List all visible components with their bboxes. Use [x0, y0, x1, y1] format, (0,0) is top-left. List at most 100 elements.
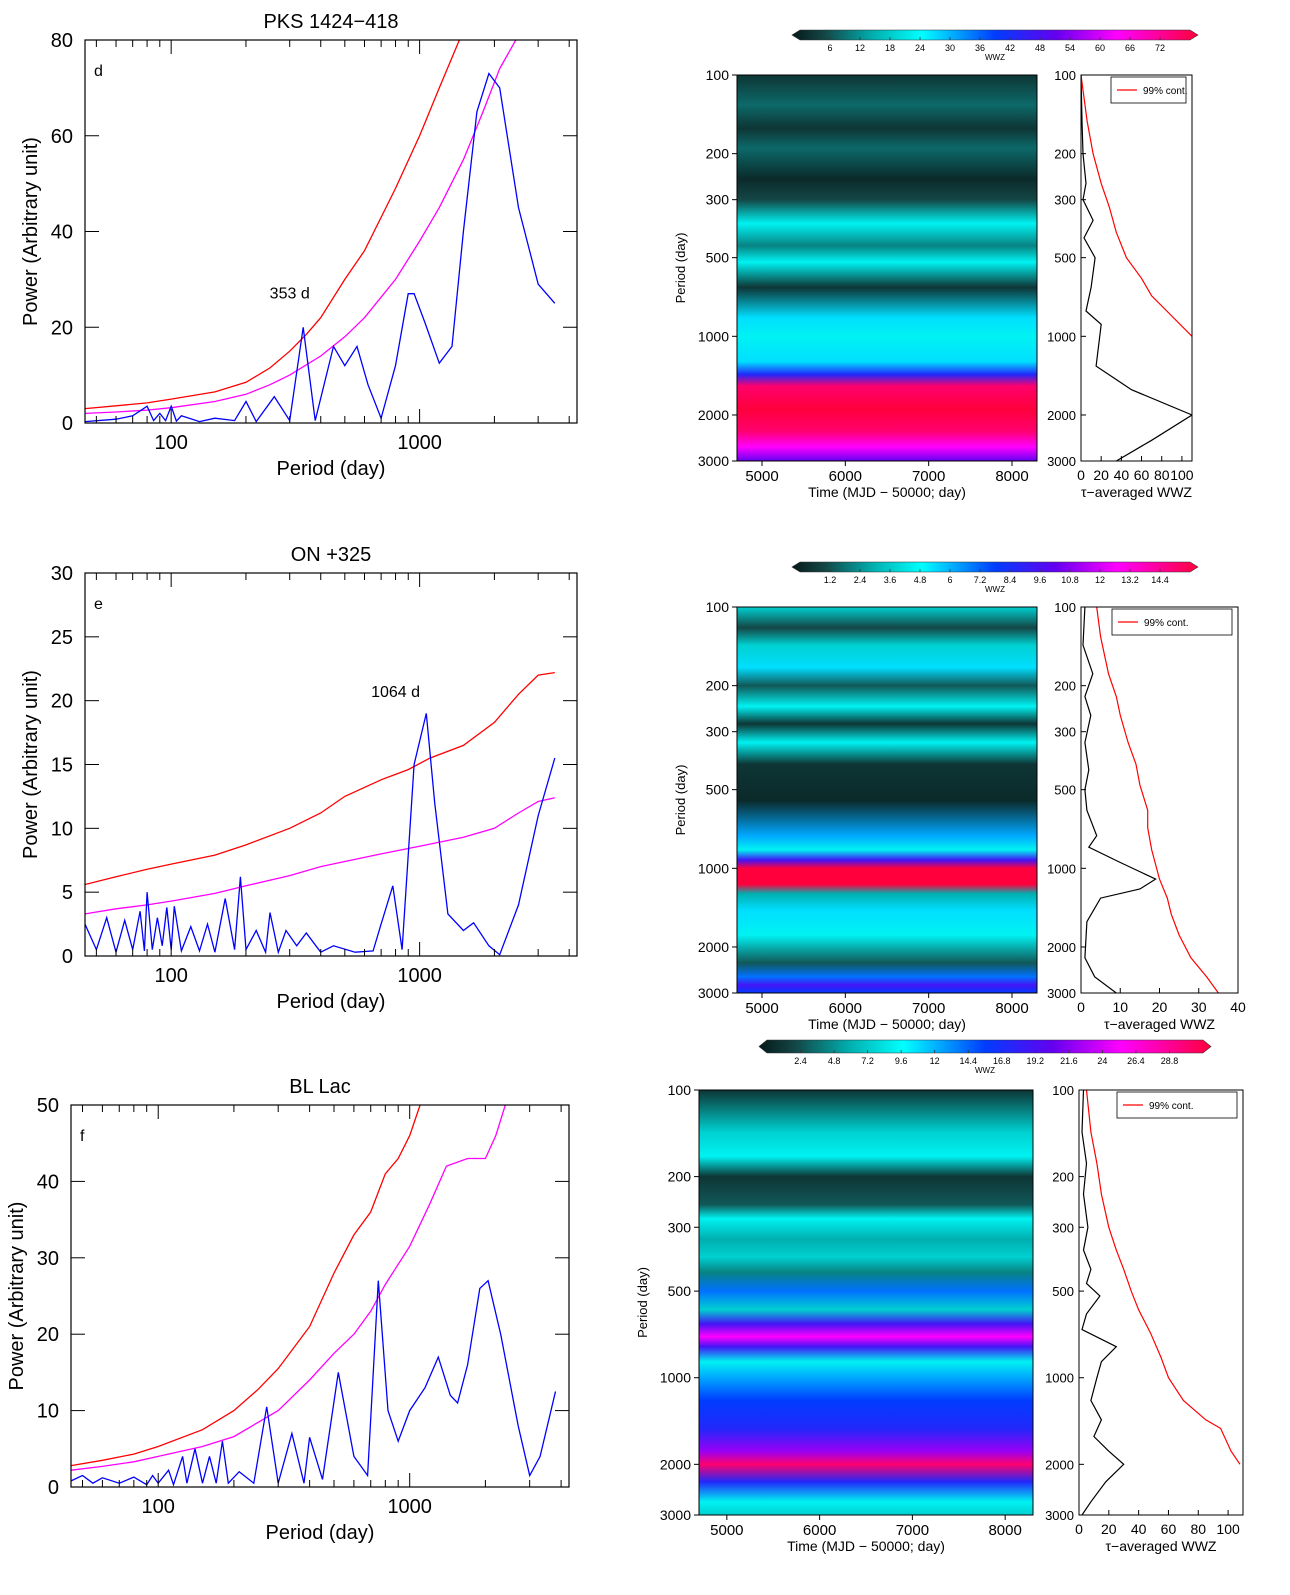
y-tick-label: 500 [706, 782, 730, 798]
x-tick-label: 100 [142, 1496, 175, 1518]
x-axis-label: Period (day) [266, 1522, 375, 1544]
plot-frame [1080, 606, 1239, 994]
series-line-d-0 [85, 40, 461, 410]
wwz-heatmap [699, 1090, 1033, 1515]
colorbar-tick-label: 14.4 [959, 1056, 977, 1066]
x-tick-label: 40 [1131, 1521, 1147, 1537]
plot-frame [736, 74, 1038, 462]
y-tick-label: 100 [1054, 68, 1076, 83]
panel-letter: e [94, 596, 103, 613]
colorbar-tick-label: 18 [885, 43, 895, 53]
power-panel-f: 100 1000 0 10 20 30 40 50 BL Lac Period (day) Powe… [6, 1076, 570, 1544]
x-axis-label: Period (day) [277, 458, 386, 480]
y-tick-label: 15 [51, 755, 73, 777]
series-line-f-0 [71, 1105, 421, 1467]
y-tick-label: 3000 [698, 453, 729, 469]
x-axis-label: Time (MJD − 50000; day) [808, 484, 966, 500]
colorbar-tick-label: 6 [947, 575, 952, 585]
x-tick-label: 80 [1154, 467, 1170, 483]
x-tick-label: 5000 [745, 1000, 778, 1017]
y-tick-label: 200 [668, 1169, 692, 1185]
colorbar-tick-label: 21.6 [1060, 1056, 1078, 1066]
colorbar [791, 561, 1199, 573]
y-tick-label: 0 [48, 1477, 59, 1499]
x-tick-label: 7000 [912, 1000, 945, 1017]
x-tick-label: 100 [154, 432, 187, 454]
y-tick-label: 30 [37, 1248, 59, 1270]
y-tick-label: 200 [1054, 147, 1076, 162]
colorbar-tick-label: 16.8 [993, 1056, 1011, 1066]
colorbar-tick-label: 14.4 [1151, 575, 1169, 585]
x-tick-label: 20 [1101, 1521, 1117, 1537]
colorbar-tick-label: 8.4 [1004, 575, 1017, 585]
colorbar-label: WWZ [975, 1066, 995, 1075]
x-tick-label: 60 [1134, 467, 1150, 483]
y-tick-label: 100 [1054, 600, 1076, 615]
y-tick-label: 200 [1052, 1170, 1074, 1185]
x-axis-label: Time (MJD − 50000; day) [787, 1538, 945, 1554]
x-axis-label: Time (MJD − 50000; day) [808, 1016, 966, 1032]
x-tick-label: 0 [1075, 1521, 1083, 1537]
power-panel-e: 100 1000 0 5 10 15 20 25 30 ON +325 Period (day) Po… [20, 544, 578, 1013]
x-tick-label: 30 [1191, 999, 1207, 1015]
y-tick-label: 3000 [1045, 1508, 1074, 1523]
colorbar-tick-label: 10.8 [1061, 575, 1079, 585]
x-tick-label: 5000 [710, 1522, 743, 1539]
colorbar-tick-label: 2.4 [854, 575, 867, 585]
y-tick-label: 40 [51, 222, 73, 244]
y-tick-label: 2000 [1045, 1457, 1074, 1472]
series-line-e-0 [85, 671, 555, 886]
colorbar-tick-label: 72 [1155, 43, 1165, 53]
x-tick-label: 8000 [995, 1000, 1028, 1017]
x-tick-label: 80 [1190, 1521, 1206, 1537]
y-tick-label: 0 [62, 413, 73, 435]
panel-letter: f [80, 1128, 85, 1145]
y-tick-label: 300 [1054, 725, 1076, 740]
colorbar-tick-label: 26.4 [1127, 1056, 1145, 1066]
y-tick-label: 2000 [1047, 940, 1076, 955]
averaged-series-avg-d-1 [1081, 75, 1192, 337]
colorbar-tick-label: 12 [930, 1056, 940, 1066]
legend [1116, 1091, 1238, 1119]
y-tick-label: 1000 [698, 860, 729, 876]
averaged-series-avg-f-0 [1081, 1090, 1125, 1515]
y-tick-label: 30 [51, 563, 73, 585]
y-tick-label: 2000 [660, 1456, 691, 1472]
plot-frame [736, 606, 1038, 994]
y-axis-label: Period (day) [673, 233, 688, 304]
colorbar-tick-label: 3.6 [884, 575, 897, 585]
y-tick-label: 10 [37, 1401, 59, 1423]
y-tick-label: 2000 [698, 939, 729, 955]
series-line-e-2 [85, 713, 556, 956]
colorbar-tick-label: 28.8 [1161, 1056, 1179, 1066]
x-tick-label: 5000 [745, 468, 778, 485]
colorbar-tick-label: 7.2 [974, 575, 987, 585]
series-line-e-1 [85, 797, 555, 915]
colorbar-tick-label: 54 [1065, 43, 1075, 53]
plot-frame [70, 1104, 570, 1488]
y-tick-label: 3000 [660, 1507, 691, 1523]
x-axis-label: τ−averaged WWZ [1104, 1016, 1215, 1032]
x-tick-label: 10 [1112, 999, 1128, 1015]
y-tick-label: 0 [62, 946, 73, 968]
y-axis-label: Power (Arbitrary unit) [6, 1202, 28, 1391]
x-tick-label: 100 [1216, 1521, 1240, 1537]
y-tick-label: 300 [1052, 1220, 1074, 1235]
colorbar-tick-label: 9.6 [1034, 575, 1047, 585]
x-tick-label: 6000 [829, 468, 862, 485]
y-tick-label: 3000 [1047, 986, 1076, 1001]
plot-frame [698, 1089, 1034, 1516]
x-tick-label: 1000 [397, 965, 442, 987]
x-tick-label: 1000 [397, 432, 442, 454]
colorbar-tick-label: 24 [1097, 1056, 1107, 1066]
x-tick-label: 8000 [995, 468, 1028, 485]
averaged-series-avg-d-0 [1081, 75, 1192, 461]
power-panel-d: 100 1000 0 20 40 60 80 PKS 1424−418 Period (day)… [20, 11, 578, 480]
plot-frame [84, 572, 578, 957]
plot-frame [1078, 1089, 1244, 1516]
y-axis-label: Period (day) [673, 765, 688, 836]
colorbar-tick-label: 2.4 [794, 1056, 807, 1066]
x-axis-label: τ−averaged WWZ [1081, 484, 1192, 500]
